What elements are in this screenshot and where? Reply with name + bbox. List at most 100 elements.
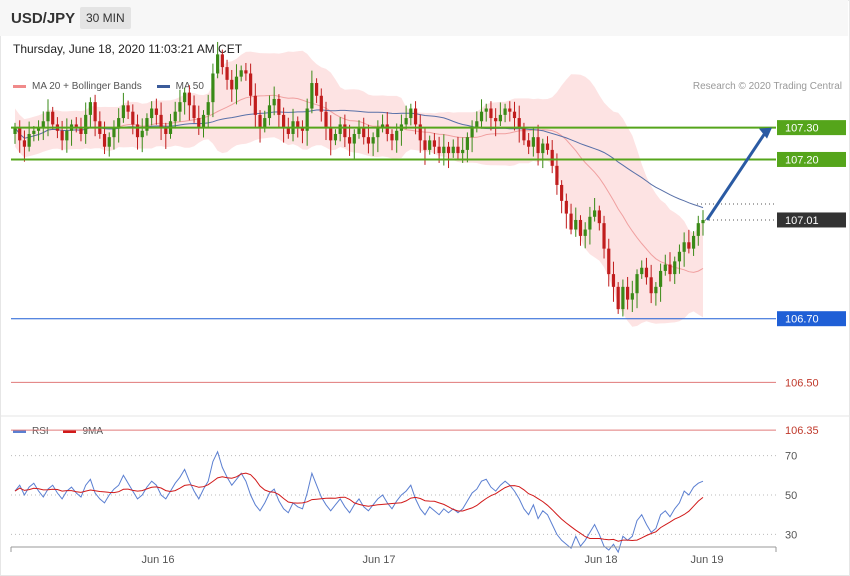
candle-body (277, 98, 281, 115)
candle-body (583, 229, 587, 236)
candle-body (121, 105, 125, 119)
candle-body (494, 118, 498, 122)
candle-body (630, 293, 634, 300)
candle-body (13, 127, 17, 134)
candle-body (263, 118, 267, 128)
candle-body (536, 137, 540, 154)
candle-body (432, 140, 436, 147)
candle-body (461, 149, 465, 154)
candle-body (347, 137, 352, 144)
rsi-tick-30: 30 (785, 529, 797, 541)
candle-body (338, 124, 342, 134)
candle-body (484, 108, 488, 112)
candle-body (418, 124, 422, 141)
candle-body (126, 105, 130, 112)
candle-body (508, 108, 512, 112)
candle-body (649, 277, 653, 294)
candle-body (621, 286, 625, 310)
candle-body (564, 200, 568, 214)
rsi-legend: RSI 9MA (13, 426, 115, 437)
candle-body (117, 118, 121, 128)
candle-body (131, 111, 135, 125)
candle-body (206, 102, 210, 115)
candle-body (465, 137, 469, 150)
candle-body (282, 114, 286, 128)
support-label-106.35: 106.35 (785, 425, 819, 437)
candle-body (635, 274, 639, 294)
x-tick-3: Jun 19 (690, 554, 723, 566)
candle-body (588, 216, 592, 230)
candle-body (371, 137, 375, 144)
candle-body (352, 133, 356, 144)
resistance-label-107.30: 107.30 (785, 123, 819, 135)
candle-body (390, 133, 394, 141)
candle-body (413, 108, 418, 125)
legend-ma20: MA 20 + Bollinger Bands (13, 81, 142, 92)
candle-body (470, 127, 474, 138)
candle-body (310, 83, 314, 109)
candle-body (178, 102, 182, 112)
x-tick-0: Jun 16 (141, 554, 174, 566)
candle-body (640, 267, 644, 275)
candle-body (522, 127, 526, 141)
candle-body (696, 223, 700, 236)
candle-body (550, 149, 554, 166)
candle-body (545, 143, 550, 150)
candle-body (319, 95, 323, 112)
candles (13, 41, 705, 317)
candle-body (51, 111, 55, 125)
candle-body (41, 121, 45, 128)
candle-body (597, 210, 601, 224)
candle-body (65, 130, 69, 141)
candle-body (201, 114, 206, 128)
candle-body (343, 124, 347, 138)
candle-body (437, 146, 441, 154)
candle-body (616, 286, 620, 310)
candle-body (88, 102, 92, 115)
candle-body (46, 111, 50, 122)
candle-body (244, 70, 248, 74)
candle-body (230, 79, 234, 90)
candle-body (442, 146, 446, 154)
candle-body (503, 108, 507, 115)
candle-body (79, 127, 83, 134)
candle-body (192, 105, 196, 119)
candle-body (36, 127, 41, 131)
bollinger-band (15, 50, 703, 327)
candle-body (140, 130, 144, 138)
candle-body (187, 92, 191, 106)
candle-body (677, 251, 682, 262)
candle-body (611, 274, 616, 287)
candle-body (668, 264, 672, 275)
candle-body (376, 127, 380, 138)
candle-body (428, 140, 432, 150)
candle-body (658, 270, 663, 287)
candle-body (456, 146, 460, 154)
candle-body (446, 146, 451, 154)
support-label-106.70: 106.70 (785, 314, 819, 326)
candle-body (305, 108, 309, 131)
legend-9ma: 9MA (63, 426, 103, 437)
candle-body (531, 137, 535, 147)
candle-body (93, 102, 97, 122)
candle-body (296, 121, 300, 128)
candle-body (112, 127, 116, 138)
candle-body (517, 118, 521, 128)
candle-body (682, 242, 686, 252)
candle-body (602, 223, 606, 249)
current-price-label-bg (777, 212, 846, 228)
candle-body (362, 127, 366, 138)
resistance-label-107.20: 107.20 (785, 154, 819, 166)
resistance-label-bg-107.30 (777, 120, 846, 136)
candle-body (451, 146, 455, 154)
timeframe-button[interactable]: 30 MIN (80, 7, 131, 29)
candle-body (673, 261, 677, 275)
symbol-label: USD/JPY (11, 10, 76, 27)
candle-body (173, 111, 177, 122)
rsi-line (14, 450, 704, 554)
rsi-tick-50: 50 (785, 490, 797, 502)
candle-body (18, 127, 22, 141)
candle-body (267, 105, 272, 119)
